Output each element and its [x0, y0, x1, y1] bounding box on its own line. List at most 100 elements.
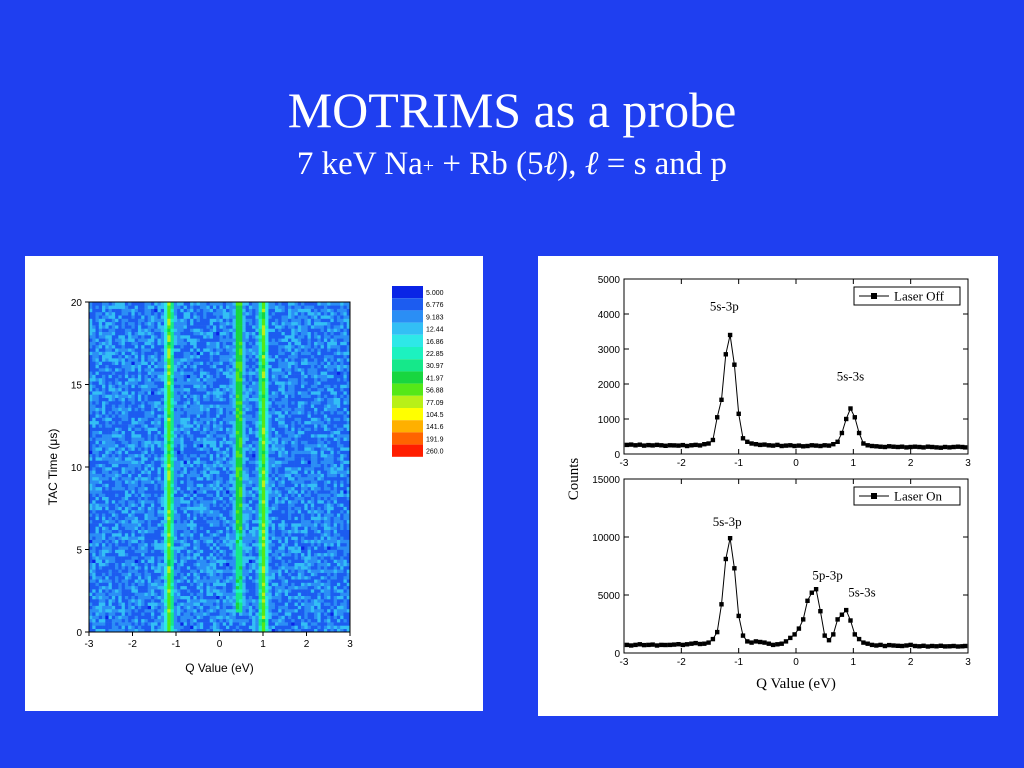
heatmap-cell	[209, 582, 214, 587]
heatmap-cell	[248, 473, 253, 478]
heatmap-cell	[92, 394, 96, 398]
heatmap-cell	[95, 552, 100, 557]
heatmap-cell	[111, 463, 116, 468]
heatmap-cell	[239, 443, 243, 448]
heatmap-cell	[229, 368, 233, 372]
heatmap-cell	[180, 566, 184, 570]
heatmap-cell	[92, 628, 96, 633]
heatmap-cell	[128, 440, 132, 445]
heatmap-cell	[160, 328, 165, 332]
heatmap-cell	[199, 622, 204, 626]
heatmap-cell	[137, 407, 142, 412]
heatmap-cell	[167, 572, 171, 577]
heatmap-cell	[98, 542, 103, 547]
heatmap-cell	[186, 628, 191, 633]
heatmap-cell	[173, 628, 178, 633]
heatmap-cell	[173, 358, 178, 362]
heatmap-cell	[115, 589, 119, 593]
heatmap-cell	[212, 622, 217, 626]
heatmap-cell	[248, 401, 253, 405]
heatmap-cell	[216, 407, 220, 412]
heatmap-cell	[242, 437, 246, 441]
heatmap-cell	[164, 381, 168, 385]
heatmap-cell	[111, 321, 116, 326]
heatmap-cell	[89, 460, 93, 464]
heatmap-cell	[160, 417, 165, 422]
heatmap-cell	[245, 490, 250, 494]
heatmap-cell	[144, 546, 149, 550]
heatmap-cell	[196, 476, 201, 481]
heatmap-cell	[239, 384, 243, 389]
heatmap-cell	[160, 407, 165, 412]
heatmap-cell	[95, 556, 100, 560]
heatmap-cell	[245, 559, 250, 563]
heatmap-cell	[108, 338, 113, 342]
heatmap-cell	[229, 351, 233, 356]
heatmap-cell	[199, 364, 204, 369]
heatmap-cell	[226, 397, 230, 402]
heatmap-cell	[206, 519, 211, 524]
heatmap-cell	[115, 344, 119, 349]
heatmap-cell	[206, 592, 211, 596]
heatmap-cell	[245, 420, 250, 425]
heatmap-cell	[134, 628, 139, 633]
heatmap-cell	[170, 529, 175, 534]
heatmap-cell	[105, 447, 109, 451]
heatmap-cell	[180, 483, 184, 488]
heatmap-cell	[232, 450, 237, 455]
heatmap-cell	[186, 490, 191, 494]
heatmap-cell	[216, 417, 220, 422]
heatmap-cell	[164, 410, 168, 415]
heatmap-cell	[128, 414, 132, 418]
heatmap-cell	[229, 529, 233, 534]
heatmap-cell	[173, 559, 178, 563]
heatmap-cell	[226, 559, 230, 563]
heatmap-cell	[167, 381, 171, 385]
heatmap-cell	[118, 602, 122, 606]
heatmap-cell	[193, 542, 197, 547]
heatmap-cell	[164, 516, 168, 521]
heatmap-cell	[105, 589, 109, 593]
heatmap-cell	[102, 457, 106, 461]
heatmap-cell	[115, 625, 119, 629]
heatmap-cell	[131, 443, 135, 448]
heatmap-cell	[190, 397, 194, 402]
heatmap-cell	[98, 368, 103, 372]
heatmap-cell	[154, 500, 158, 504]
heatmap-cell	[134, 397, 139, 402]
heatmap-cell	[212, 391, 217, 395]
heatmap-cell	[186, 589, 191, 593]
heatmap-cell	[150, 625, 155, 629]
heatmap-cell	[219, 529, 224, 534]
heatmap-cell	[89, 361, 93, 365]
heatmap-cell	[180, 602, 184, 606]
heatmap-cell	[186, 443, 191, 448]
heatmap-cell	[226, 328, 230, 332]
heatmap-cell	[111, 608, 116, 613]
heatmap-cell	[95, 516, 100, 521]
heatmap-cell	[131, 338, 135, 342]
heatmap-cell	[111, 503, 116, 507]
heatmap-cell	[150, 595, 155, 600]
heatmap-cell	[193, 589, 197, 593]
heatmap-cell	[124, 407, 129, 412]
heatmap-cell	[190, 480, 194, 484]
heatmap-cell	[150, 434, 155, 438]
heatmap-cell	[183, 506, 188, 511]
heatmap-cell	[196, 579, 201, 583]
heatmap-cell	[203, 585, 207, 590]
heatmap-cell	[199, 509, 204, 514]
heatmap-cell	[141, 414, 145, 418]
heatmap-cell	[108, 354, 113, 359]
heatmap-cell	[170, 463, 175, 468]
heatmap-cell	[180, 424, 184, 428]
heatmap-cell	[216, 493, 220, 497]
heatmap-cell	[141, 401, 145, 405]
heatmap-cell	[180, 407, 184, 412]
heatmap-cell	[209, 476, 214, 481]
heatmap-cell	[242, 361, 246, 365]
heatmap-cell	[98, 391, 103, 395]
heatmap-cell	[128, 556, 132, 560]
heatmap-cell	[137, 404, 142, 408]
heatmap-cell	[235, 566, 240, 570]
